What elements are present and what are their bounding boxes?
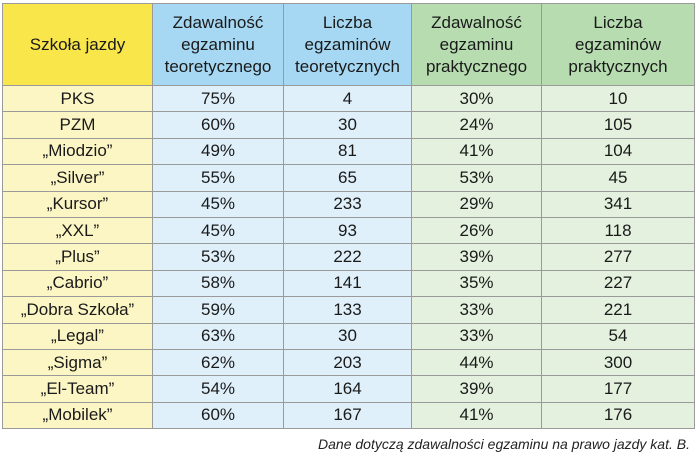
cell-practical-count: 104	[541, 137, 695, 166]
results-table: Szkoła jazdy Zdawalność egzaminu teoretyc…	[2, 3, 695, 430]
column-header-practical-count: Liczba egzaminów praktycznych	[541, 3, 695, 86]
table-row: „Plus” 53% 222 39% 277	[2, 243, 695, 271]
cell-practical-pass-rate: 41%	[411, 137, 542, 166]
table-row: „Legal” 63% 30 33% 54	[2, 322, 695, 350]
cell-practical-pass-rate: 29%	[411, 190, 542, 218]
cell-practical-count: 177	[541, 375, 695, 403]
cell-school: „El-Team”	[2, 375, 153, 403]
cell-theory-count: 233	[283, 190, 412, 218]
cell-practical-count: 277	[541, 243, 695, 271]
cell-theory-count: 30	[283, 111, 412, 139]
cell-theory-count: 164	[283, 375, 412, 403]
header-row: Szkoła jazdy Zdawalność egzaminu teoretyc…	[2, 3, 695, 86]
column-header-theory-count: Liczba egzaminów teoretycznych	[283, 3, 412, 86]
cell-school: „XXL”	[2, 216, 153, 245]
cell-school: „Dobra Szkoła”	[2, 296, 153, 324]
cell-practical-count: 176	[541, 401, 695, 430]
cell-theory-pass-rate: 59%	[152, 296, 284, 324]
cell-theory-pass-rate: 45%	[152, 216, 284, 245]
cell-school: „Kursor”	[2, 190, 153, 218]
column-header-school: Szkoła jazdy	[2, 3, 153, 86]
cell-theory-count: 81	[283, 137, 412, 166]
cell-practical-count: 45	[541, 164, 695, 192]
cell-practical-count: 227	[541, 269, 695, 298]
cell-theory-pass-rate: 58%	[152, 269, 284, 298]
cell-school: „Cabrio”	[2, 269, 153, 298]
table-row: PZM 60% 30 24% 105	[2, 111, 695, 139]
column-header-theory-pass-rate: Zdawalność egzaminu teoretycznego	[152, 3, 284, 86]
cell-theory-count: 30	[283, 322, 412, 350]
cell-practical-count: 221	[541, 296, 695, 324]
cell-theory-count: 167	[283, 401, 412, 430]
table-row: „XXL” 45% 93 26% 118	[2, 216, 695, 245]
table-row: „Mobilek” 60% 167 41% 176	[2, 401, 695, 430]
cell-theory-pass-rate: 55%	[152, 164, 284, 192]
cell-practical-count: 54	[541, 322, 695, 350]
cell-practical-pass-rate: 35%	[411, 269, 542, 298]
cell-school: PZM	[2, 111, 153, 139]
cell-theory-count: 141	[283, 269, 412, 298]
cell-practical-pass-rate: 39%	[411, 243, 542, 271]
cell-school: „Silver”	[2, 164, 153, 192]
table-header: Szkoła jazdy Zdawalność egzaminu teoretyc…	[2, 3, 695, 86]
table-body: PKS 75% 4 30% 10 PZM 60% 30 24% 105 „Miodzio” 49% 81…	[2, 84, 695, 430]
table-row: „El-Team” 54% 164 39% 177	[2, 375, 695, 403]
cell-school: „Plus”	[2, 243, 153, 271]
table-row: „Silver” 55% 65 53% 45	[2, 164, 695, 192]
cell-practical-pass-rate: 41%	[411, 401, 542, 430]
cell-practical-pass-rate: 39%	[411, 375, 542, 403]
table-row: „Miodzio” 49% 81 41% 104	[2, 137, 695, 166]
cell-school: „Miodzio”	[2, 137, 153, 166]
cell-practical-pass-rate: 33%	[411, 296, 542, 324]
cell-practical-pass-rate: 26%	[411, 216, 542, 245]
cell-practical-count: 300	[541, 348, 695, 377]
cell-practical-pass-rate: 53%	[411, 164, 542, 192]
cell-theory-count: 4	[283, 84, 412, 113]
cell-practical-count: 105	[541, 111, 695, 139]
table-row: „Kursor” 45% 233 29% 341	[2, 190, 695, 218]
cell-theory-pass-rate: 53%	[152, 243, 284, 271]
cell-theory-count: 222	[283, 243, 412, 271]
cell-theory-pass-rate: 60%	[152, 401, 284, 430]
cell-practical-count: 10	[541, 84, 695, 113]
cell-practical-pass-rate: 44%	[411, 348, 542, 377]
cell-theory-pass-rate: 62%	[152, 348, 284, 377]
cell-theory-pass-rate: 75%	[152, 84, 284, 113]
table-row: PKS 75% 4 30% 10	[2, 84, 695, 113]
table-row: „Dobra Szkoła” 59% 133 33% 221	[2, 296, 695, 324]
cell-practical-pass-rate: 30%	[411, 84, 542, 113]
cell-theory-count: 203	[283, 348, 412, 377]
cell-theory-count: 133	[283, 296, 412, 324]
cell-school: PKS	[2, 84, 153, 113]
cell-practical-count: 118	[541, 216, 695, 245]
cell-theory-pass-rate: 54%	[152, 375, 284, 403]
cell-school: „Legal”	[2, 322, 153, 350]
cell-theory-pass-rate: 63%	[152, 322, 284, 350]
table-row: „Cabrio” 58% 141 35% 227	[2, 269, 695, 298]
table-row: „Sigma” 62% 203 44% 300	[2, 348, 695, 377]
cell-theory-pass-rate: 60%	[152, 111, 284, 139]
footnote: Dane dotyczą zdawalności egzaminu na pra…	[318, 436, 690, 452]
cell-school: „Mobilek”	[2, 401, 153, 430]
cell-theory-pass-rate: 49%	[152, 137, 284, 166]
cell-theory-count: 65	[283, 164, 412, 192]
cell-practical-pass-rate: 33%	[411, 322, 542, 350]
cell-practical-pass-rate: 24%	[411, 111, 542, 139]
cell-theory-count: 93	[283, 216, 412, 245]
cell-theory-pass-rate: 45%	[152, 190, 284, 218]
column-header-practical-pass-rate: Zdawalność egzaminu praktycznego	[411, 3, 542, 86]
cell-school: „Sigma”	[2, 348, 153, 377]
cell-practical-count: 341	[541, 190, 695, 218]
